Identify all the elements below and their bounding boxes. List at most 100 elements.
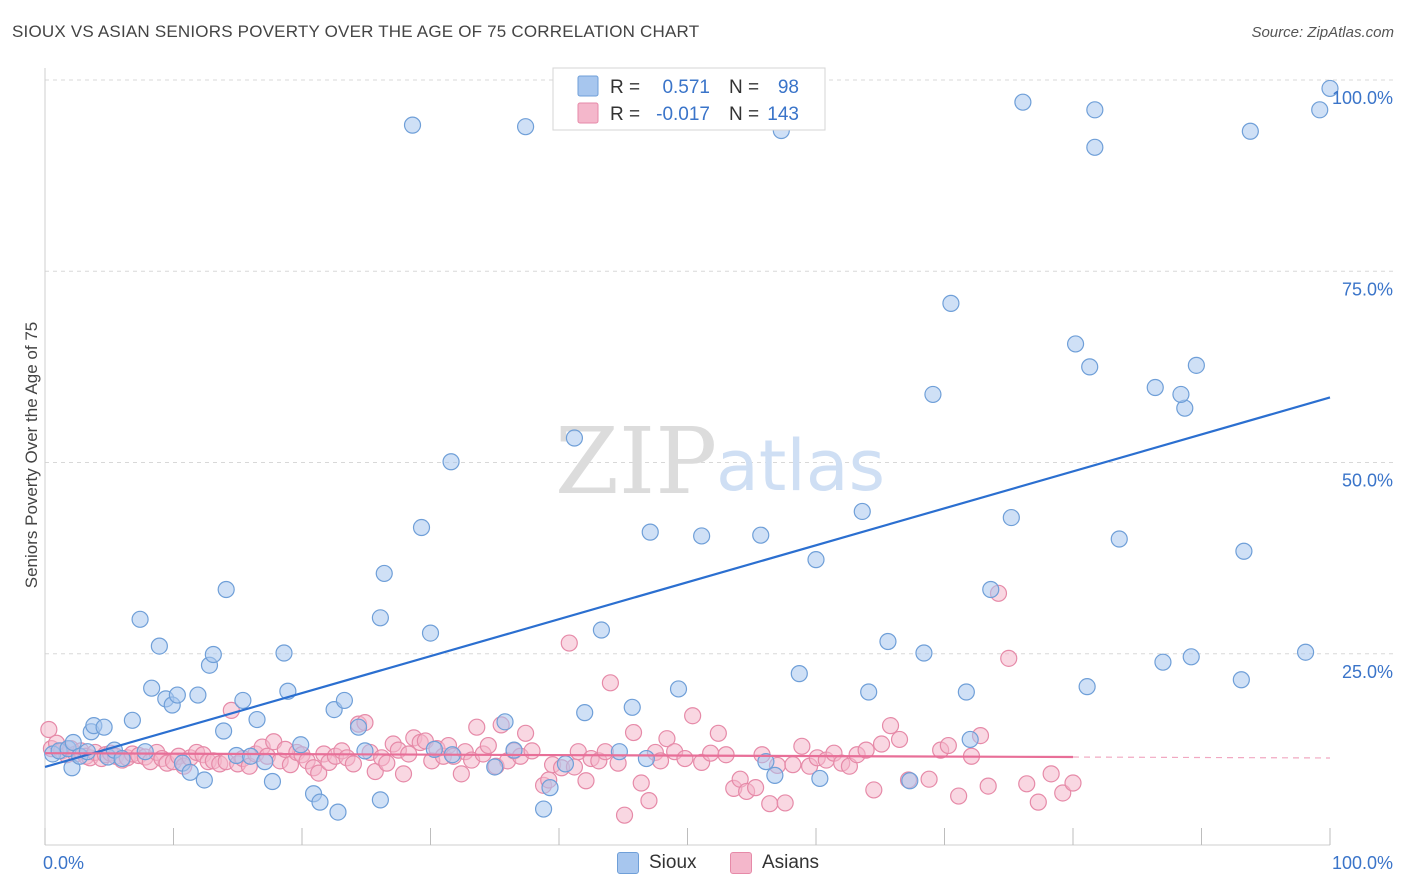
sioux-point [924, 385, 942, 404]
watermark-atlas: atlas [716, 425, 885, 507]
sioux-point [275, 644, 293, 662]
sioux-point [143, 679, 161, 697]
sioux-point [1187, 356, 1205, 374]
sioux-point [565, 429, 584, 447]
sioux-point [1078, 678, 1096, 696]
sioux-point [131, 610, 149, 628]
sioux-point [766, 766, 784, 784]
asians-point [881, 717, 900, 735]
asians-point [709, 724, 727, 742]
sioux-point [335, 691, 354, 710]
sioux-point [957, 683, 975, 701]
sioux-point [371, 791, 389, 809]
sioux-point [1182, 648, 1200, 666]
legend-swatch-sioux-bottom [617, 852, 639, 874]
legend-label-asians: Asians [762, 852, 820, 873]
legend-r-value-asians: -0.017 [656, 104, 710, 125]
legend-label-sioux: Sioux [649, 852, 697, 873]
sioux-point [329, 803, 347, 821]
asians-point [366, 762, 384, 781]
sioux-point [1235, 542, 1253, 560]
sioux-point [311, 793, 329, 811]
sioux-point [150, 637, 168, 655]
sioux-point [1154, 653, 1172, 671]
sioux-point [790, 665, 808, 683]
sioux-point [375, 564, 393, 583]
sioux-point [541, 779, 559, 797]
legend-item-sioux[interactable]: Sioux [617, 852, 697, 874]
asians-point [776, 794, 794, 812]
sioux-point [576, 704, 594, 722]
sioux-point [901, 772, 919, 790]
sioux-point [752, 526, 770, 544]
sioux-point [982, 580, 1000, 599]
legend-item-asians[interactable]: Asians [730, 852, 819, 874]
asians-point [658, 730, 676, 748]
sioux-point [425, 740, 443, 758]
legend-r-label-sioux: R = [610, 77, 640, 98]
asians-point [1042, 765, 1060, 783]
tick-labels: 25.0% 50.0% 75.0% 100.0% 0.0% 100.0% [43, 88, 1393, 873]
sioux-point [204, 645, 222, 664]
legend-swatch-asians-bottom [730, 852, 752, 874]
asians-points [40, 584, 1082, 824]
sioux-point [123, 711, 141, 729]
asians-point [684, 707, 702, 725]
sioux-point [263, 772, 282, 791]
asians-point [1064, 774, 1082, 792]
y-tick-label: 75.0% [1342, 279, 1393, 299]
asians-point [632, 774, 650, 792]
asians-point [950, 787, 968, 805]
sioux-point [592, 621, 611, 639]
sioux-point [853, 502, 871, 521]
sioux-point [181, 763, 199, 781]
asians-point [872, 735, 891, 753]
asians-point [516, 724, 535, 742]
sioux-point [64, 733, 82, 752]
sioux-point [641, 523, 659, 541]
asians-point [761, 795, 779, 813]
asians-point [784, 756, 802, 774]
y-axis-label: Seniors Poverty Over the Age of 75 [22, 322, 41, 588]
sioux-point [1086, 138, 1104, 156]
y-tick-label: 100.0% [1332, 88, 1393, 108]
source-label: Source: ZipAtlas.com [1251, 24, 1394, 41]
legend-top: R = 0.571 N = 98 R = -0.017 N = 143 [552, 67, 826, 131]
chart-title: SIOUX VS ASIAN SENIORS POVERTY OVER THE … [12, 22, 700, 41]
sioux-point [1146, 378, 1164, 397]
sioux-point [195, 771, 213, 789]
sioux-point [915, 644, 933, 662]
asians-point [1000, 649, 1018, 667]
asians-point [890, 730, 909, 749]
sioux-point [942, 294, 960, 312]
sioux-point [496, 713, 514, 731]
legend-n-value-sioux: 98 [778, 77, 799, 98]
sioux-point [879, 632, 897, 651]
sioux-point [1321, 79, 1339, 98]
x-tick-label: 0.0% [43, 853, 84, 873]
asians-point [939, 736, 957, 755]
asians-point [624, 723, 643, 742]
sioux-point [1241, 122, 1259, 140]
x-tick-label: 100.0% [1332, 853, 1393, 873]
asians-point [560, 634, 578, 652]
sioux-point [136, 743, 154, 761]
sioux-point [234, 691, 252, 710]
asians-point [468, 718, 486, 736]
asians-point [857, 741, 875, 759]
sioux-point [1311, 101, 1329, 119]
asians-point [378, 754, 396, 772]
asians-point [1054, 784, 1072, 802]
sioux-point [1086, 101, 1104, 119]
legend-n-label-sioux: N = [729, 77, 759, 98]
asians-point [310, 764, 328, 782]
asians-point [523, 742, 541, 760]
sioux-point [412, 518, 431, 537]
sioux-point [1110, 530, 1128, 548]
sioux-point [1002, 508, 1020, 527]
legend-r-value-sioux: 0.571 [662, 77, 710, 98]
asians-point [344, 755, 362, 773]
legend-bottom: Sioux Asians [0, 852, 1406, 878]
legend-swatch-sioux [577, 75, 599, 97]
asians-point [676, 749, 694, 768]
